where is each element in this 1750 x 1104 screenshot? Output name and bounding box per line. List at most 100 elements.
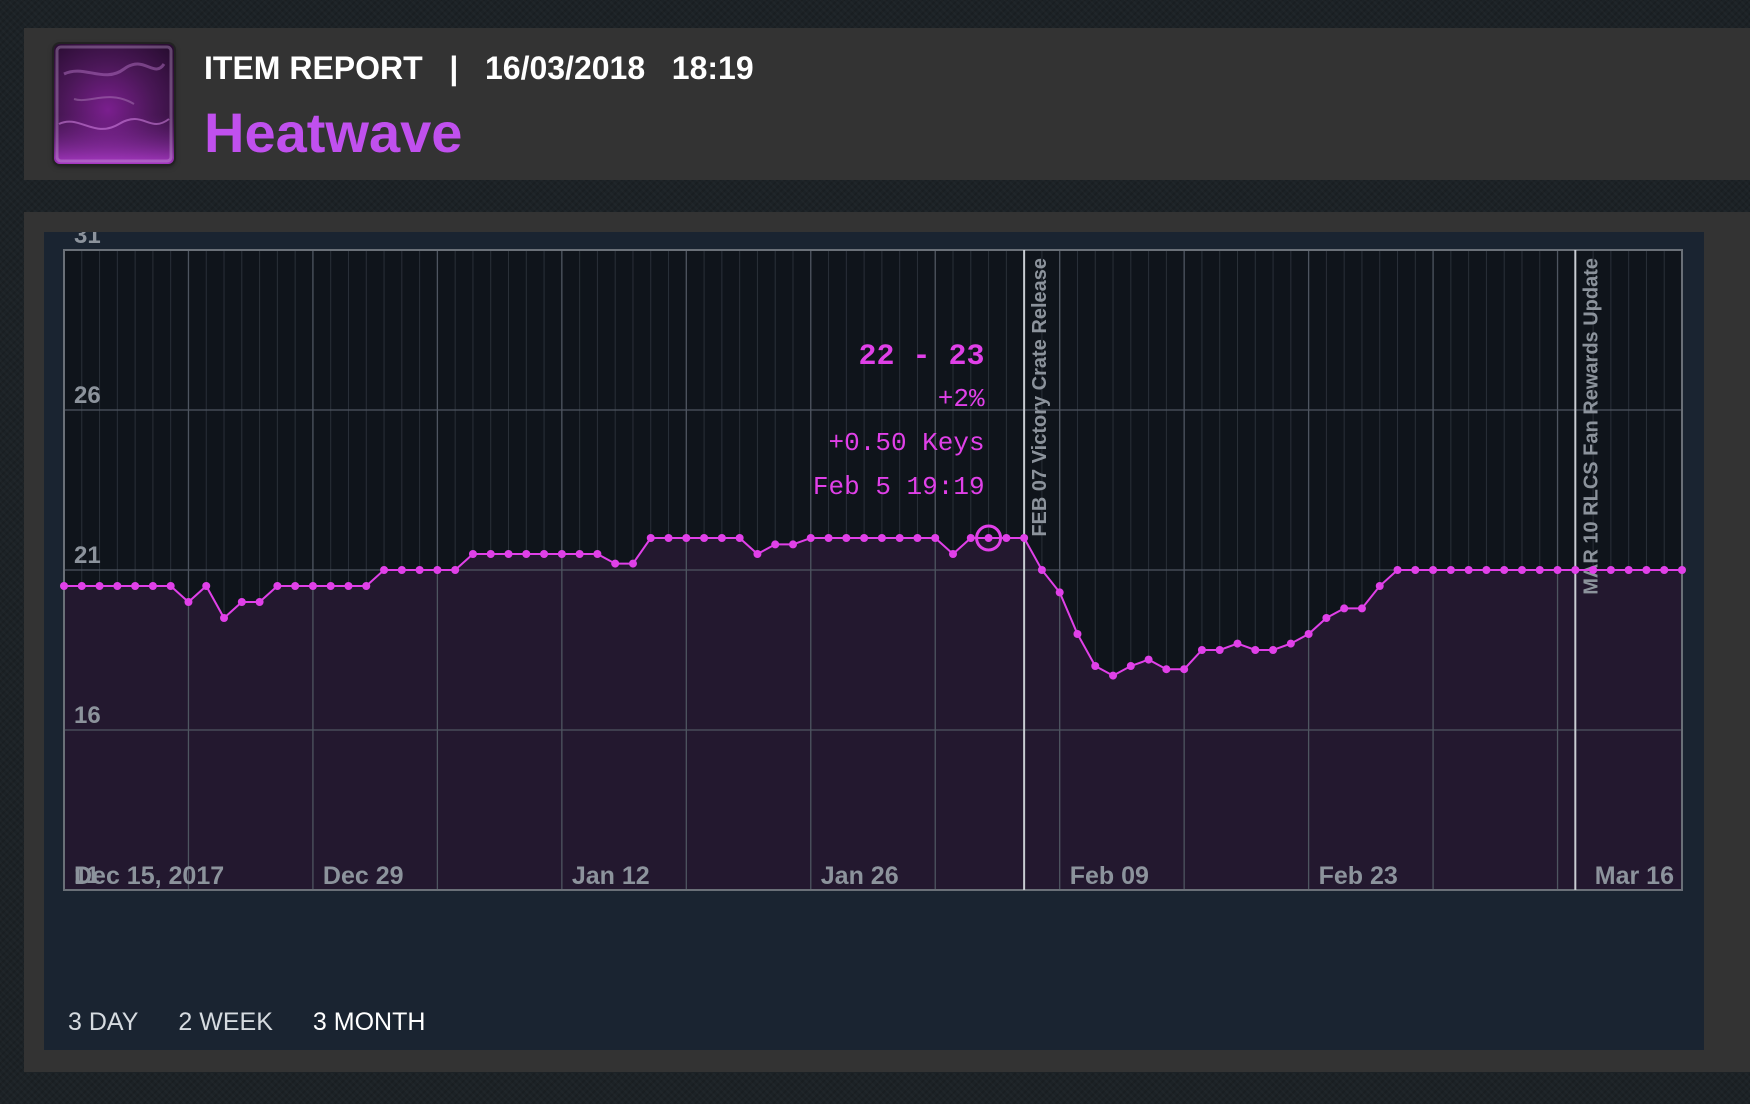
data-point <box>1642 566 1651 574</box>
data-point <box>1002 534 1011 542</box>
event-annotation-label: FEB 07 Victory Crate Release <box>1029 258 1051 537</box>
data-point <box>344 582 353 590</box>
report-separator: | <box>449 50 459 86</box>
data-point <box>362 582 371 590</box>
data-point <box>895 534 904 542</box>
data-point <box>202 582 211 590</box>
data-point <box>1197 646 1206 654</box>
data-point <box>1393 566 1402 574</box>
data-point <box>95 582 104 590</box>
chart-inner-panel: FEB 07 Victory Crate Release MAR 10 RLCS … <box>44 232 1704 1050</box>
data-point <box>1126 662 1135 670</box>
data-point <box>1215 646 1224 654</box>
data-point <box>557 550 566 558</box>
data-point <box>682 534 691 542</box>
report-line: ITEM REPORT | 16/03/2018 18:19 <box>204 50 754 87</box>
data-point <box>1180 665 1189 674</box>
data-point <box>60 582 68 590</box>
data-point <box>1606 566 1615 574</box>
report-label: ITEM REPORT <box>204 50 423 86</box>
range-selector: 3 DAY 2 WEEK 3 MONTH <box>68 1002 425 1042</box>
report-time: 18:19 <box>671 50 754 86</box>
data-point <box>540 550 549 558</box>
data-point <box>380 566 389 574</box>
data-point <box>1037 566 1046 574</box>
data-point <box>77 582 86 590</box>
data-point <box>131 582 140 590</box>
data-point <box>1269 646 1278 654</box>
x-tick-label: Jan 12 <box>572 862 650 890</box>
data-point <box>1464 566 1473 574</box>
item-texture-image <box>54 44 174 164</box>
item-report-header: ITEM REPORT | 16/03/2018 18:19 Heatwave <box>24 28 1750 180</box>
y-tick-label: 26 <box>74 382 101 409</box>
data-point <box>1446 566 1455 574</box>
data-point <box>1375 582 1384 590</box>
data-point <box>1109 671 1118 680</box>
data-point <box>504 550 513 558</box>
data-point <box>1340 604 1349 613</box>
data-point <box>1073 630 1082 638</box>
data-point <box>1500 566 1509 574</box>
data-point <box>842 534 851 542</box>
tooltip-time: Feb 5 19:19 <box>813 472 985 502</box>
data-point <box>593 550 602 558</box>
data-point <box>717 534 726 542</box>
data-point <box>113 582 122 590</box>
tooltip-percent: +2% <box>938 384 985 414</box>
range-2-week-button[interactable]: 2 WEEK <box>178 1007 273 1036</box>
range-3-day-button[interactable]: 3 DAY <box>68 1007 139 1036</box>
tooltip-keys: +0.50 Keys <box>829 428 985 458</box>
data-point <box>1678 566 1686 574</box>
data-point <box>984 534 993 542</box>
data-point <box>220 614 229 622</box>
x-tick-label: Jan 26 <box>821 862 899 890</box>
data-point <box>949 550 958 558</box>
data-point <box>860 534 869 542</box>
y-tick-label: 16 <box>74 702 101 729</box>
data-point <box>1535 566 1544 574</box>
x-tick-label: Dec 29 <box>323 862 404 890</box>
data-point <box>415 566 424 574</box>
report-date: 16/03/2018 <box>484 50 646 86</box>
item-thumbnail <box>54 44 174 164</box>
data-point <box>931 534 940 542</box>
data-point <box>966 534 975 542</box>
item-name: Heatwave <box>204 101 463 164</box>
y-tick-label: 11 <box>74 862 99 889</box>
data-point <box>1162 665 1171 674</box>
data-point <box>486 550 495 558</box>
data-point <box>913 534 922 542</box>
x-tick-label: Dec 15, 2017 <box>74 862 224 890</box>
data-point <box>1482 566 1491 574</box>
data-point <box>326 582 335 590</box>
data-point <box>1322 614 1331 622</box>
data-point <box>1251 646 1260 654</box>
data-point <box>1411 566 1420 574</box>
hover-marker <box>975 524 1003 552</box>
tooltip-range: 22 - 23 <box>859 340 985 374</box>
y-tick-label: 31 <box>74 232 101 249</box>
data-point <box>611 559 620 568</box>
data-point <box>1055 588 1064 597</box>
data-point <box>451 566 460 574</box>
data-point <box>664 534 673 542</box>
data-point <box>824 534 833 542</box>
y-tick-label: 21 <box>74 542 101 569</box>
data-point <box>237 598 246 606</box>
data-point <box>1571 566 1580 574</box>
data-point <box>1624 566 1633 574</box>
data-point <box>753 550 762 558</box>
data-point <box>291 582 300 590</box>
event-annotation-label: MAR 10 RLCS Fan Rewards Update <box>1580 258 1602 595</box>
data-point <box>771 540 780 549</box>
data-point <box>806 534 815 542</box>
range-3-month-button[interactable]: 3 MONTH <box>312 1007 426 1036</box>
data-point <box>1020 534 1029 542</box>
data-point <box>1553 566 1562 574</box>
data-point <box>788 540 797 549</box>
data-point <box>468 550 477 558</box>
price-chart[interactable]: FEB 07 Victory Crate Release MAR 10 RLCS … <box>44 232 1704 1002</box>
data-point <box>1091 662 1100 670</box>
data-point <box>1286 639 1295 648</box>
